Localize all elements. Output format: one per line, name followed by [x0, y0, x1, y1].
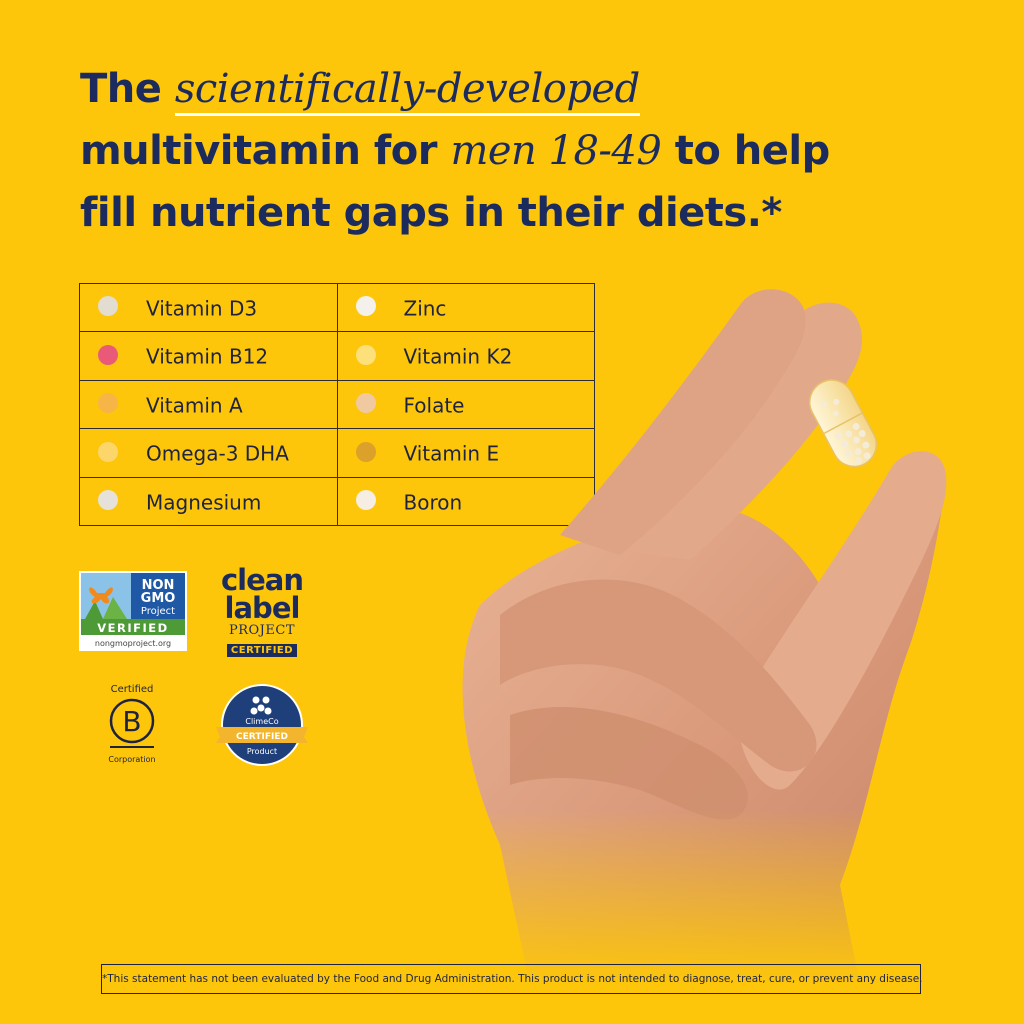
nutrient-name: Vitamin D3 [146, 296, 258, 321]
nutrient-cell: Vitamin B12 [79, 331, 338, 381]
nutrient-color-dot-icon [355, 441, 376, 462]
climeco-certified-product-badge: ClimeCo CERTIFIED Product [216, 684, 308, 766]
nutrient-color-dot-icon [355, 490, 376, 511]
headline-line2-suffix: to help [661, 128, 830, 174]
clean-label-word-clean: clean [220, 563, 304, 597]
nutrient-name: Magnesium [146, 490, 262, 515]
b-corp-letter: B [122, 705, 141, 738]
nutrient-color-dot-icon [98, 490, 118, 511]
non-gmo-line3: Project [141, 606, 175, 617]
nutrient-color-dot-icon [355, 344, 376, 365]
nutrient-name: Vitamin B12 [146, 344, 269, 369]
non-gmo-url: nongmoproject.org [95, 639, 171, 648]
clean-label-project: PROJECT [228, 623, 295, 638]
headline-line1-prefix: The [80, 66, 175, 112]
headline-line2-prefix: multivitamin for [80, 128, 451, 174]
nutrient-name: Zinc [403, 296, 447, 321]
headline: The scientifically-developed multivitami… [80, 58, 900, 244]
non-gmo-line1: NON [142, 578, 175, 593]
nutrient-color-dot-icon [98, 344, 118, 365]
non-gmo-project-verified-badge: NON GMO Project VERIFIED nongmoproject.o… [79, 571, 187, 651]
nutrient-color-dot-icon [98, 441, 118, 462]
nutrient-cell: Vitamin D3 [79, 282, 338, 333]
non-gmo-line2: GMO [141, 591, 176, 606]
clean-label-project-badge: clean label PROJECT CERTIFIED [214, 566, 310, 658]
nutrient-color-dot-icon [98, 296, 118, 317]
nutrient-cell: Vitamin A [79, 379, 338, 430]
hand-holding-capsule-image [440, 285, 960, 985]
climeco-product: Product [247, 747, 277, 756]
headline-emphasis-men-18-49: men 18-49 [450, 128, 662, 174]
headline-emphasis-scientifically-developed: scientifically-developed [174, 66, 640, 116]
nutrient-color-dot-icon [98, 393, 118, 414]
clean-label-certified: CERTIFIED [226, 644, 298, 657]
headline-line3: fill nutrient gaps in their diets.* [80, 190, 782, 236]
climeco-certified: CERTIFIED [236, 732, 288, 742]
nutrient-color-dot-icon [355, 393, 376, 414]
certified-b-corporation-badge: Certified B Corporation [100, 684, 164, 770]
nutrient-color-dot-icon [355, 296, 376, 317]
b-corp-certified-text: Certified [110, 684, 154, 695]
nutrient-cell: Omega-3 DHA [79, 428, 338, 478]
climeco-name: ClimeCo [245, 717, 278, 726]
nutrient-cell: Magnesium [79, 476, 338, 527]
nutrient-name: Vitamin A [146, 393, 243, 418]
b-corp-logo-icon: B [109, 698, 155, 748]
clean-label-word-label: label [224, 591, 301, 625]
fda-disclaimer: *This statement has not been evaluated b… [101, 964, 923, 994]
nutrient-name: Omega-3 DHA [146, 441, 289, 466]
b-corp-corporation-text: Corporation [108, 755, 156, 764]
non-gmo-verified: VERIFIED [97, 621, 168, 635]
